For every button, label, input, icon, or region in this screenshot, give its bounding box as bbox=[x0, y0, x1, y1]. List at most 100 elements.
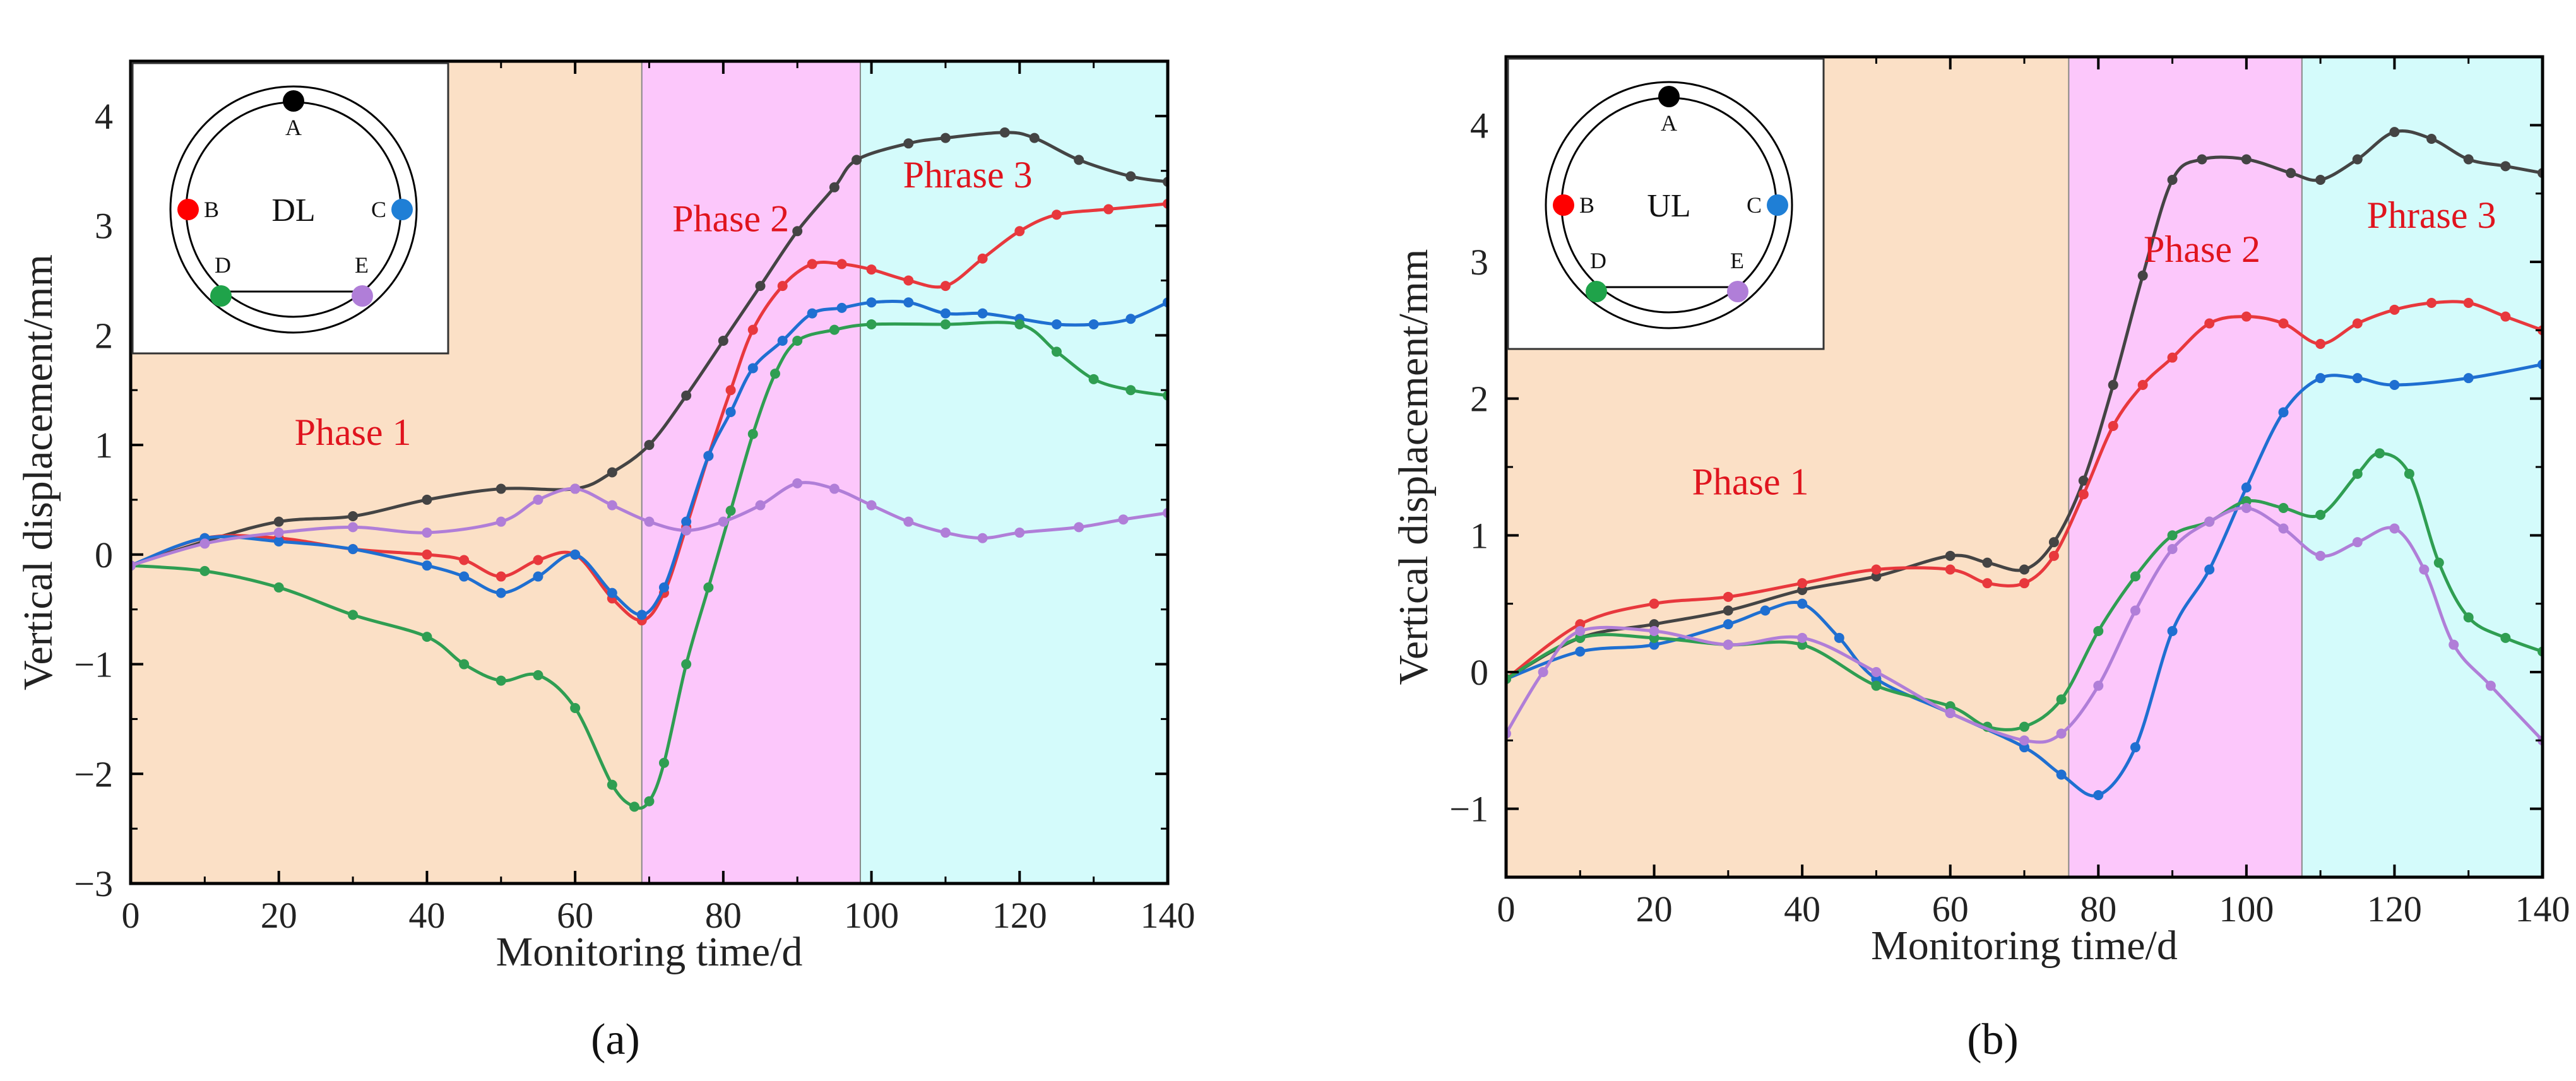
series-A-point-15 bbox=[903, 138, 914, 149]
series-D-point-24 bbox=[1088, 374, 1099, 384]
series-E-point-4 bbox=[1723, 639, 1733, 650]
series-A-point-14 bbox=[2197, 154, 2207, 165]
x-tick-label: 100 bbox=[2219, 889, 2274, 930]
series-E-point-13 bbox=[792, 478, 803, 488]
series-C-point-1 bbox=[1575, 646, 1586, 657]
series-C-point-19 bbox=[866, 297, 877, 308]
series-E-point-17 bbox=[940, 528, 951, 538]
series-E-point-15 bbox=[2278, 523, 2289, 534]
phase-band-3 bbox=[2301, 57, 2543, 877]
series-E-point-7 bbox=[1945, 708, 1956, 718]
series-E-point-12 bbox=[755, 500, 766, 511]
series-C-point-15 bbox=[2241, 482, 2252, 493]
y-tick-label: 4 bbox=[95, 96, 113, 137]
series-B-point-7 bbox=[533, 555, 543, 565]
series-C-point-24 bbox=[1051, 319, 1062, 329]
series-C-point-13 bbox=[703, 451, 714, 461]
series-B-point-12 bbox=[2137, 380, 2148, 390]
phase-label-1: Phase 1 bbox=[1692, 461, 1809, 502]
series-C-point-17 bbox=[2315, 373, 2326, 384]
series-E-point-17 bbox=[2352, 537, 2363, 548]
y-tick-label: 0 bbox=[95, 535, 113, 576]
series-D-point-8 bbox=[2019, 721, 2029, 732]
series-A-point-16 bbox=[940, 133, 951, 143]
series-B-point-5 bbox=[459, 555, 470, 565]
series-A-point-7 bbox=[1982, 557, 1993, 568]
inset-point-B-marker bbox=[1553, 194, 1574, 216]
series-E-point-21 bbox=[1118, 514, 1129, 525]
series-D-point-10 bbox=[2093, 626, 2104, 636]
inset-point-D-marker bbox=[1586, 281, 1607, 302]
series-C-point-22 bbox=[977, 308, 988, 319]
series-D-point-12 bbox=[658, 757, 669, 768]
series-A-point-8 bbox=[2019, 564, 2029, 575]
x-tick-label: 80 bbox=[705, 895, 742, 936]
series-E-point-10 bbox=[2093, 680, 2104, 691]
series-D-point-20 bbox=[866, 319, 877, 329]
panel-label-b: (b) bbox=[1967, 1015, 2019, 1064]
series-C-point-14 bbox=[725, 406, 736, 417]
series-E-point-16 bbox=[903, 516, 914, 527]
inset-section-label: DL bbox=[271, 192, 315, 228]
series-E-point-20 bbox=[1074, 522, 1084, 533]
series-E-point-1 bbox=[199, 538, 210, 549]
series-D-point-11 bbox=[644, 796, 655, 806]
tunnel-outer-ring bbox=[169, 85, 418, 334]
series-D-point-11 bbox=[2130, 571, 2140, 582]
inset-section-label: UL bbox=[1647, 188, 1690, 224]
series-E-point-5 bbox=[1797, 632, 1808, 643]
series-C-point-7 bbox=[533, 571, 543, 582]
series-A-point-9 bbox=[681, 390, 692, 401]
inset-point-A-label: A bbox=[285, 115, 302, 140]
series-B-point-10 bbox=[2078, 489, 2089, 500]
series-E-point-18 bbox=[977, 533, 988, 543]
series-D-point-17 bbox=[2352, 468, 2363, 479]
phase-label-1: Phase 1 bbox=[295, 411, 412, 453]
series-B-point-25 bbox=[1103, 204, 1114, 215]
series-D-point-5 bbox=[1871, 680, 1882, 691]
y-tick-label: −1 bbox=[1449, 789, 1488, 830]
phase-band-2 bbox=[641, 61, 860, 883]
series-B-point-6 bbox=[1945, 564, 1956, 575]
series-E-point-20 bbox=[2448, 639, 2459, 650]
x-tick-label: 40 bbox=[408, 895, 445, 936]
inset-point-C-label: C bbox=[371, 197, 386, 222]
series-B-point-3 bbox=[1723, 591, 1733, 602]
series-C-point-10 bbox=[636, 610, 647, 620]
series-C-point-5 bbox=[1797, 598, 1808, 609]
inset-point-B-label: B bbox=[204, 197, 219, 222]
series-group bbox=[131, 127, 1168, 812]
series-B-point-19 bbox=[2389, 304, 2400, 315]
series-C-point-2 bbox=[273, 536, 284, 546]
series-D-point-2 bbox=[273, 582, 284, 593]
series-C-point-16 bbox=[2278, 407, 2289, 418]
inset-point-D-label: D bbox=[1590, 248, 1606, 273]
x-tick-label: 140 bbox=[1141, 895, 1196, 936]
series-E-point-8 bbox=[2019, 735, 2029, 746]
series-A-point-19 bbox=[1074, 155, 1084, 165]
series-C-point-20 bbox=[903, 297, 914, 308]
series-E-point-6 bbox=[533, 494, 543, 505]
x-tick-label: 80 bbox=[2080, 889, 2116, 930]
x-axis-title: Monitoring time/d bbox=[496, 929, 803, 975]
series-C-point-6 bbox=[496, 588, 506, 598]
series-D-point-16 bbox=[2315, 509, 2326, 520]
series-D-point-17 bbox=[770, 369, 781, 379]
phase-label-3: Phrase 3 bbox=[903, 154, 1033, 196]
series-D-point-21 bbox=[940, 319, 951, 329]
series-C-point-17 bbox=[807, 308, 817, 319]
series-B-point-14 bbox=[725, 385, 736, 396]
series-E-point-3 bbox=[348, 522, 359, 533]
series-E-point-19 bbox=[2419, 564, 2430, 575]
series-B-point-18 bbox=[2352, 318, 2363, 329]
series-A-point-19 bbox=[2389, 127, 2400, 138]
series-line-D bbox=[1506, 451, 2543, 731]
series-D-point-21 bbox=[2463, 612, 2474, 623]
series-B-point-8 bbox=[2019, 578, 2029, 589]
series-C-point-21 bbox=[940, 308, 951, 319]
series-A-point-17 bbox=[999, 127, 1010, 138]
chart-panel-b: 0 20 40 60 80 100 120 140 −1 0 1 2 3 4 Monitoring time… bbox=[1391, 55, 2570, 969]
series-B-point-23 bbox=[1014, 226, 1025, 237]
series-E-point-10 bbox=[681, 525, 692, 536]
series-C-point-15 bbox=[747, 363, 758, 374]
